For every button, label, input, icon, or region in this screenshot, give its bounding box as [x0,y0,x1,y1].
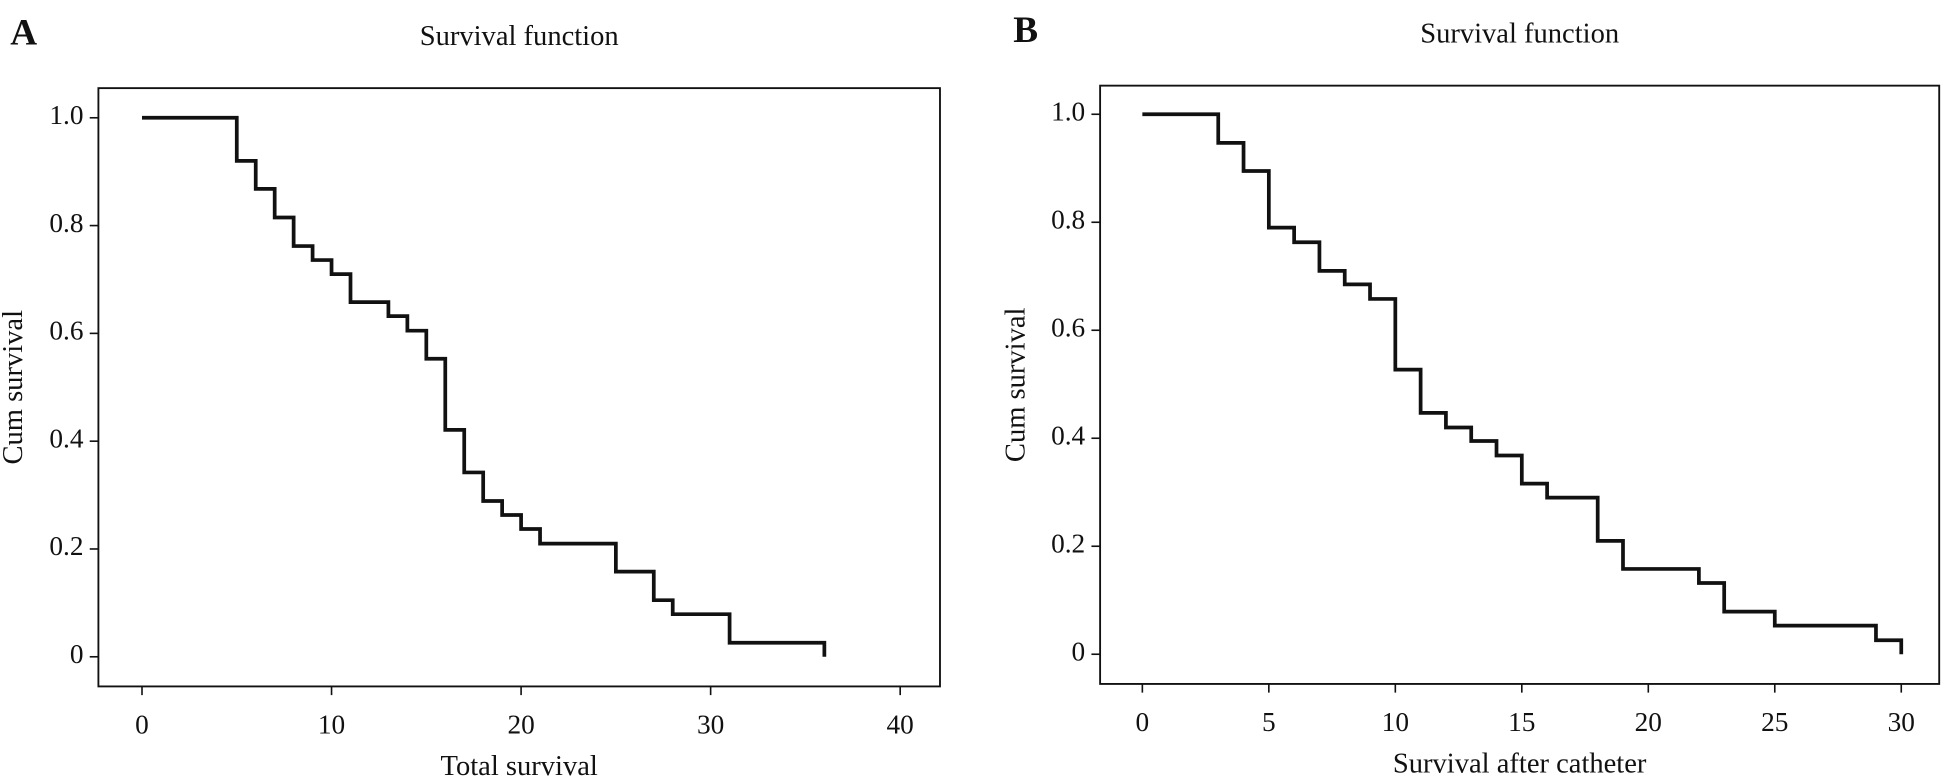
survival-curve [1142,112,1904,655]
survival-curve [142,115,827,657]
chart-title: Survival function [420,21,619,52]
y-axis-label: Cum survival [1001,307,1032,462]
y-tick-label: 0.4 [1051,421,1085,451]
plot-frame [1099,84,1941,685]
x-tick-label: 20 [1635,707,1662,737]
x-axis-label: Total survival [441,751,598,782]
panel-label: A [10,13,37,54]
x-tick-label: 25 [1761,707,1788,737]
x-tick-label: 30 [1888,707,1915,737]
y-tick-label: 0.6 [49,316,83,346]
x-tick-label: 20 [507,710,534,740]
x-tick-label: 40 [887,710,914,740]
y-tick-label: 0 [70,639,84,669]
y-tick-label: 1.0 [1051,97,1085,127]
y-tick-label: 0.2 [1051,529,1085,559]
chart-title: Survival function [1420,19,1619,50]
x-axis-label: Survival after catheter [1393,748,1647,779]
x-tick-label: 5 [1262,707,1276,737]
y-tick-label: 0.2 [49,531,83,561]
panel-label: B [1013,10,1038,51]
x-tick-label: 15 [1508,707,1535,737]
x-tick-label: 30 [697,710,724,740]
y-tick-label: 0.8 [1051,205,1085,235]
x-tick-label: 10 [1382,707,1409,737]
x-tick-label: 0 [1136,707,1150,737]
y-tick-label: 0.6 [1051,313,1085,343]
y-tick-label: 0 [1072,637,1086,667]
plot-frame [97,87,941,688]
x-tick-label: 0 [135,710,149,740]
y-axis-label: Cum survival [0,310,29,465]
y-tick-label: 1.0 [49,100,83,130]
x-tick-label: 10 [318,710,345,740]
y-tick-label: 0.8 [49,208,83,238]
y-tick-label: 0.4 [49,423,83,453]
